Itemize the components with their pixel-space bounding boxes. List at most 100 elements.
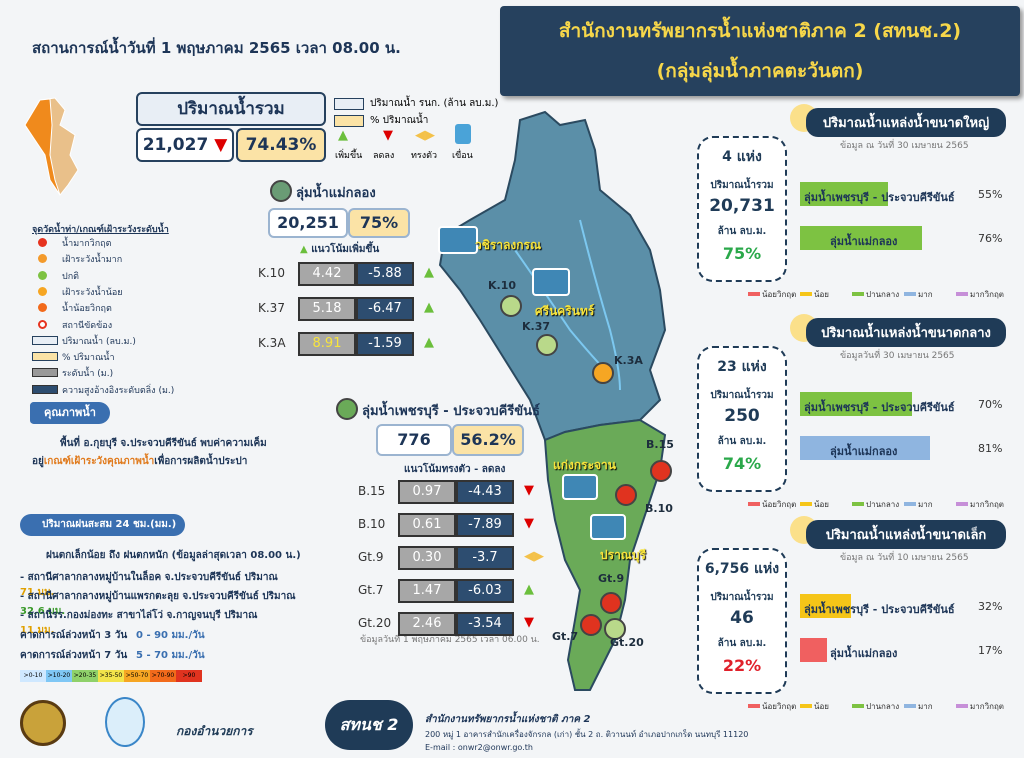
dam-label: วชิราลงกรณ (475, 238, 542, 252)
total-volume: 21,027 ▼ (136, 128, 234, 162)
bar (800, 392, 912, 416)
basin-percent: 56.2% (452, 424, 524, 456)
station-label: Gt.20 (610, 636, 644, 649)
bar (800, 436, 930, 460)
dam-label: ปราณบุรี (600, 548, 646, 562)
station-level: 5.18 (298, 297, 356, 321)
station-level: 8.91 (298, 332, 356, 356)
total-label: ปริมาณน้ำรวม (136, 92, 326, 126)
rain-scale: >70-90 (150, 670, 176, 682)
legend-marker (38, 319, 47, 329)
scale-swatch (904, 502, 916, 506)
percent: 74% (722, 454, 762, 473)
river (579, 219, 621, 391)
scale-swatch (852, 502, 864, 506)
station-diff: -7.89 (456, 513, 514, 537)
legend-marker (32, 335, 58, 345)
legend-item: ปกติ (62, 271, 80, 282)
station-label: Gt.7 (552, 630, 579, 643)
bar-value: 81% (978, 442, 1003, 455)
basin-name: ลุ่มน้ำแม่กลอง (296, 186, 376, 201)
footer-address: 200 หมู่ 1 อาคารสำนักเครื่องจักรกล (เก่า… (425, 730, 749, 739)
quality-title: คุณภาพน้ำ (30, 402, 110, 424)
scale-swatch (748, 292, 760, 296)
scale-swatch (800, 704, 812, 708)
count-box (697, 136, 787, 282)
scale-label: มาก (918, 290, 933, 299)
rain-scale: >35-50 (98, 670, 124, 682)
station-marker (650, 460, 672, 482)
scale-label: น้อยวิกฤต (762, 290, 797, 299)
bar (800, 226, 922, 250)
station-marker (600, 592, 622, 614)
legend-item: ปริมาณน้ำ (ลบ.ม.) (62, 336, 136, 347)
logo-text: กองอำนวยการ (176, 724, 253, 738)
count: 4 แห่ง (722, 149, 762, 165)
badge: สทนช 2 (325, 700, 413, 750)
trend-icon: ▼ (524, 615, 534, 630)
scale-label: มาก (918, 500, 933, 509)
steady-icon: ◀▶ (415, 128, 435, 143)
total-volume-text: 21,027 (142, 135, 209, 155)
basin-volume: 20,251 (268, 208, 348, 238)
station-marker (536, 334, 558, 356)
legend-item: สถานีขัดข้อง (62, 320, 113, 331)
station-label: K.3A (614, 354, 643, 367)
bar-name: ลุ่มน้ำเพชรบุรี - ประจวบคีรีขันธ์ (804, 191, 955, 204)
legend-marker (38, 238, 47, 247)
rain-scale: >10-20 (46, 670, 72, 682)
station-label: B.10 (645, 502, 673, 515)
station-marker (580, 614, 602, 636)
station-level: 0.30 (398, 546, 456, 570)
trend-icon: ▼ (524, 483, 534, 498)
station-diff: -6.03 (456, 579, 514, 603)
dam-label: ศรีนครินทร์ (535, 304, 595, 318)
reservoir-date: ข้อมูลวันที่ 30 เมษายน 2565 (840, 351, 955, 361)
forecast-label: คาดการณ์ล่วงหน้า 7 วัน (20, 650, 128, 661)
reservoir-date: ข้อมูล ณ วันที่ 30 เมษายน 2565 (840, 141, 969, 151)
scale-swatch (904, 704, 916, 708)
rain-station: - สถานีรร.กองม่องทะ สาขาไล่โว่ จ.กาญจนบุ… (20, 608, 257, 638)
basin-marker (336, 398, 358, 420)
forecast-range: 0 - 90 มม./วัน (136, 630, 205, 641)
scale-label: มากวิกฤต (970, 500, 1004, 509)
station-diff: -4.43 (456, 480, 514, 504)
date-line: สถานการณ์น้ำวันที่ 1 พฤษภาคม 2565 เวลา 0… (32, 39, 401, 57)
count: 6,756 แห่ง (704, 561, 780, 577)
province-map (24, 97, 79, 196)
count-box (697, 346, 787, 492)
station-diff: -6.47 (356, 297, 414, 321)
legend-item: น้ำน้อยวิกฤต (62, 304, 112, 315)
subtitle: (กลุ่มลุ่มน้ำภาคตะวันตก) (656, 60, 864, 82)
rain-station: - สถานีศาลากลางหมู่บ้านในล็อค จ.ประจวบคี… (20, 570, 278, 600)
trend-icon: ▲ (424, 335, 434, 350)
rain-scale: >50-70 (124, 670, 150, 682)
volume: 46 (730, 608, 754, 628)
reservoir-title: ปริมาณน้ำแหล่งน้ำขนาดเล็ก (806, 520, 1006, 549)
rain-scale: >0-10 (20, 670, 46, 682)
trend-text: แนวโน้มเพิ่มขึ้น (311, 244, 380, 255)
legend-item: เฝ้าระวังน้ำมาก (62, 255, 123, 266)
station-id: Gt.9 (358, 550, 384, 564)
key-percent: % ปริมาณน้ำ (370, 115, 429, 126)
scale-swatch (956, 502, 968, 506)
station-diff: -3.54 (456, 612, 514, 636)
scale-label: น้อย (814, 290, 829, 299)
station-diff: -1.59 (356, 332, 414, 356)
station-id: K.3A (258, 336, 286, 350)
bar-name: ลุ่มน้ำแม่กลอง (830, 445, 898, 458)
scale-label: มาก (918, 702, 933, 711)
percent: 22% (722, 656, 762, 675)
count-box (697, 548, 787, 694)
trend-icon: ▲ (424, 300, 434, 315)
scale-swatch (800, 502, 812, 506)
station-diff: -3.7 (456, 546, 514, 570)
station-id: Gt.7 (358, 583, 384, 597)
key-icon-label: ลดลง (373, 151, 395, 161)
text: อยู่ (32, 456, 44, 467)
dam-icon (590, 514, 626, 540)
dam-icon (455, 124, 471, 144)
bar (800, 638, 828, 662)
key-icon-label: เขื่อน (452, 151, 473, 161)
